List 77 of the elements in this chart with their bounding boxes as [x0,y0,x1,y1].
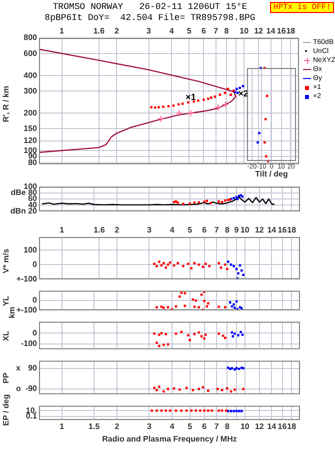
x-tick-label: 2 [114,26,120,36]
x-tick-label: 1.6 [93,26,106,36]
x-tick-label: 1 [60,422,65,432]
y-tick-label: 100 [24,245,38,254]
x-tick-label: 14 [267,225,277,234]
y-tick-label: 200 [24,108,38,118]
x-tick-label: 1 [60,225,65,234]
x-tick-label: 5 [187,26,192,36]
x-tick-label: 14 [266,26,276,36]
x-tick-label: 16 [278,225,288,234]
y-tick-label: 400 [24,70,38,80]
x-tick-label: 10 [240,225,250,234]
y-axis-title: EP / deg [2,394,10,426]
x-tick-label: 6 [202,225,208,234]
x-tick-label: 18 [287,422,297,432]
x-tick-label: 2 [114,225,120,234]
y-tick-label: 300 [24,86,38,96]
x-tick-label: 5 [188,422,193,432]
y-tick-label: +-100 [16,274,38,284]
x-tick-label: 1.6 [94,225,106,234]
y-axis-title: YL [2,295,10,306]
y-tick-label: 600 [24,48,38,58]
x-tick-label: 7 [214,26,219,36]
x-tick-label: 8 [224,422,230,432]
x-tick-label: 8 [224,225,230,234]
x-tick-label: 12 [254,26,264,36]
y-axis-title: PP [2,372,10,383]
y-tick-label: 120 [24,136,38,146]
x-tick-label: 3 [146,225,152,234]
x-tick-label: 18 [286,26,296,36]
chart-subtitle: 8pBP6It DoY= 42.504 File= TR895798.BPG [44,13,256,23]
x-tick-label: 1.5 [88,422,100,432]
annotation: ×1 [186,92,196,102]
x-tick-label: 8 [224,26,230,36]
x-tick-label: 16 [276,26,286,36]
text: x [16,363,21,372]
y-axis-title: R', R / km [2,86,10,122]
x-tick-label: 3 [146,26,152,36]
x-tick-label: 1 [60,26,65,36]
y-axis-title: XL [2,330,10,341]
x-tick-label: 16 [278,422,288,432]
y-tick-label: 90 [28,363,38,372]
x-tick-label: 3 [146,422,152,432]
x-tick-label: 5 [188,225,193,234]
x-tick-label: 2 [114,422,120,432]
y-tick-label: 150 [24,124,38,133]
y-axis-title: V* m/s [2,248,10,274]
x-tick-label: 4 [169,26,174,36]
chart-title: TROMSO NORWAY 26-02-11 1206UT 15°E [52,2,248,12]
y-tick-label: 0.1 [26,412,38,421]
x-tick-label: 4 [170,225,175,234]
x-tick-label: 9 [234,225,240,234]
text: HPTx is OFF! [270,2,334,13]
y-tick-label: 0 [32,296,38,305]
y-tick-label: 0 [32,328,38,338]
y-tick-label: -90 [25,384,38,394]
x-tick-label: 6 [202,422,208,432]
x-axis-title: Tilt / deg [255,169,288,178]
y-tick-label: +-100 [16,305,38,314]
x-tick-label: 7 [214,422,220,432]
x-axis-title: Radio and Plasma Frequency / MHz [102,434,237,444]
x-tick-label: 12 [254,422,264,432]
x-tick-label: 7 [214,225,220,234]
x-tick-label: 4 [170,422,175,432]
x-tick-label: 14 [267,422,277,432]
x-tick-label: 12 [254,225,264,234]
y-tick-label: 80 [28,158,38,168]
x-tick-label: 6 [201,26,206,36]
y-tick-label: 800 [24,33,38,42]
y-tick-label: 90 [28,152,38,161]
y-tick-label: -100 [20,339,38,348]
x-tick-label: 18 [287,225,297,234]
text: o [16,384,21,394]
y-tick-label: 0 [32,260,38,269]
text: km [7,306,16,318]
x-tick-label: 10 [240,422,250,432]
x-tick-label: 10 [240,26,250,36]
